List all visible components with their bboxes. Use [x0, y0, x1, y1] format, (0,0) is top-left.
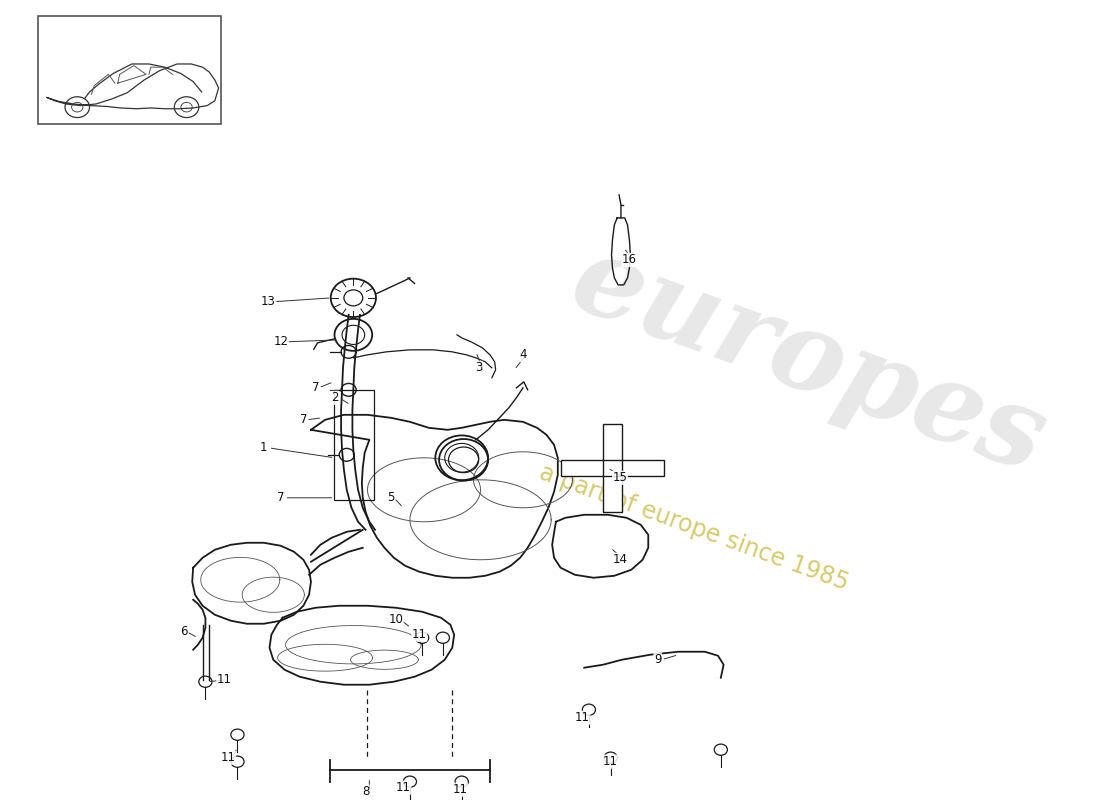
Text: 5: 5 [387, 491, 395, 504]
Text: 11: 11 [217, 674, 232, 686]
Text: 7: 7 [312, 382, 319, 394]
Text: a part of europe since 1985: a part of europe since 1985 [537, 461, 852, 595]
Text: 7: 7 [277, 491, 285, 504]
Text: 11: 11 [411, 628, 427, 642]
Text: 11: 11 [396, 781, 410, 794]
Text: 11: 11 [220, 751, 235, 764]
Bar [334, 390, 374, 500]
Text: 13: 13 [261, 295, 276, 308]
Bar [561, 460, 664, 476]
Text: 1: 1 [260, 442, 267, 454]
Bar [603, 424, 622, 512]
Text: 2: 2 [331, 391, 338, 404]
Text: 11: 11 [452, 783, 468, 796]
Text: europes: europes [558, 225, 1059, 495]
Text: 6: 6 [180, 626, 187, 638]
Text: 16: 16 [621, 254, 637, 266]
FancyBboxPatch shape [37, 16, 221, 124]
Text: 15: 15 [613, 471, 627, 484]
Bar [561, 460, 664, 476]
Text: 14: 14 [613, 554, 627, 566]
Text: 10: 10 [388, 614, 404, 626]
Text: 9: 9 [653, 654, 661, 666]
Text: 3: 3 [475, 362, 483, 374]
Text: 11: 11 [575, 711, 590, 724]
Text: 8: 8 [362, 785, 370, 798]
Text: 11: 11 [603, 755, 618, 768]
Text: 4: 4 [519, 348, 527, 362]
Bar [603, 424, 622, 512]
Text: 7: 7 [299, 414, 307, 426]
Text: 12: 12 [273, 335, 288, 348]
